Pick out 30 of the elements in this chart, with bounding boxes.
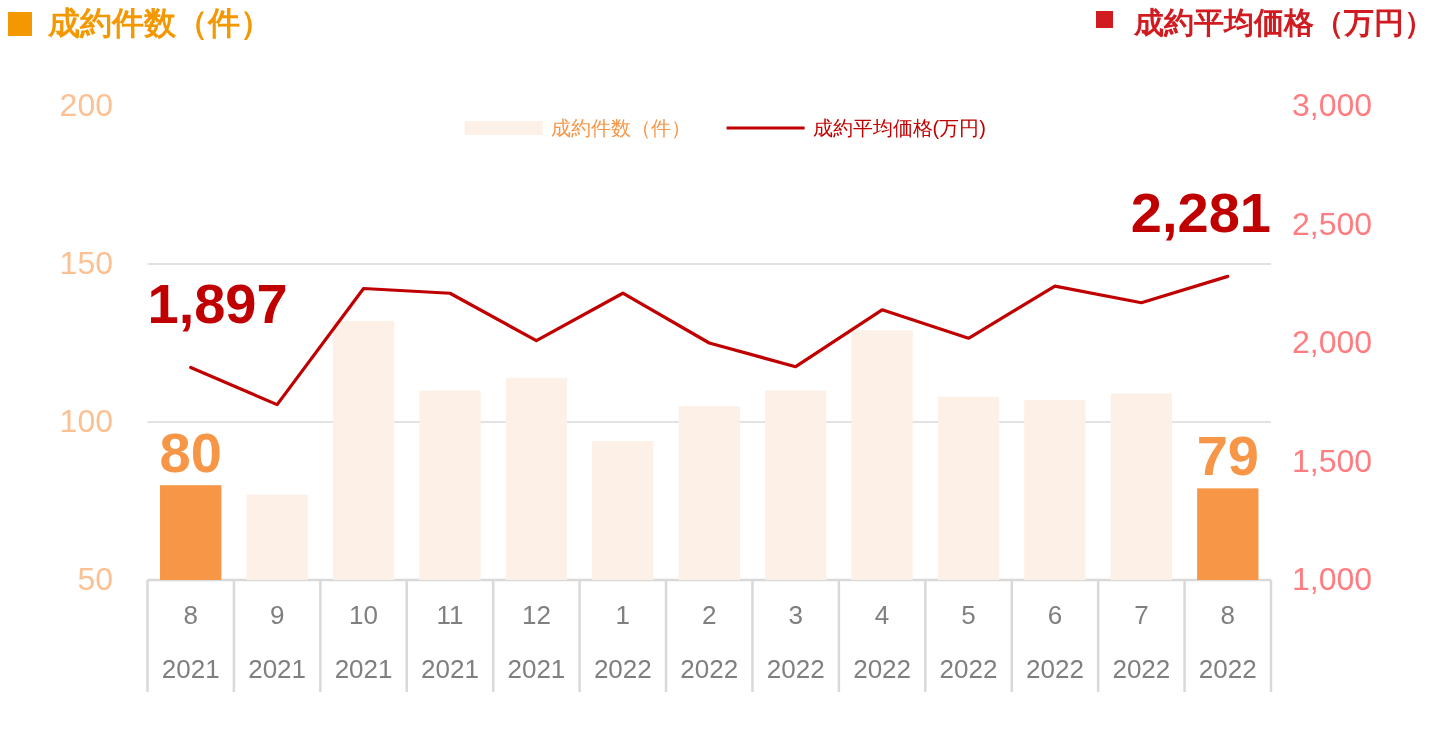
legend-label: 成約平均価格(万円) bbox=[812, 117, 986, 139]
ytick-label: 100 bbox=[59, 403, 113, 439]
xtick-label: 10 2021 bbox=[334, 600, 393, 684]
ylabel: 成約件数（件） bbox=[48, 5, 272, 41]
xtick-label: 8 2021 bbox=[161, 600, 220, 684]
xtick-label: 8 2022 bbox=[1198, 600, 1257, 684]
ytick-label: 50 bbox=[77, 561, 113, 597]
xtick-label: 7 2022 bbox=[1112, 600, 1171, 684]
y2tick-label: 1,500 bbox=[1292, 442, 1373, 479]
xtick-label: 9 2021 bbox=[248, 600, 307, 684]
data-label: 1,897 bbox=[147, 272, 288, 336]
data-label: 79 bbox=[1196, 424, 1259, 488]
xtick-label: 5 2022 bbox=[939, 600, 998, 684]
ytick-label: 150 bbox=[59, 245, 113, 281]
ytick-label: 200 bbox=[59, 87, 113, 123]
y2label: 成約平均価格（万円） bbox=[1134, 6, 1434, 39]
y2tick-label: 1,000 bbox=[1292, 561, 1373, 597]
data-label: 80 bbox=[159, 421, 222, 485]
xtick-label: 11 2021 bbox=[421, 600, 479, 684]
data-label: 2,281 bbox=[1130, 181, 1271, 245]
y2tick-label: 2,000 bbox=[1292, 324, 1373, 360]
legend-label: 成約件数（件） bbox=[550, 117, 691, 139]
y2tick-label: 3,000 bbox=[1292, 87, 1373, 123]
xtick-label: 12 2021 bbox=[507, 600, 566, 684]
xtick-label: 3 2022 bbox=[766, 600, 825, 684]
xtick-label: 2 2022 bbox=[680, 600, 739, 684]
y2tick-label: 2,500 bbox=[1292, 205, 1373, 242]
xtick-label: 1 2022 bbox=[593, 600, 652, 684]
xtick-label: 4 2022 bbox=[853, 600, 911, 684]
xtick-label: 6 2022 bbox=[1026, 600, 1084, 684]
